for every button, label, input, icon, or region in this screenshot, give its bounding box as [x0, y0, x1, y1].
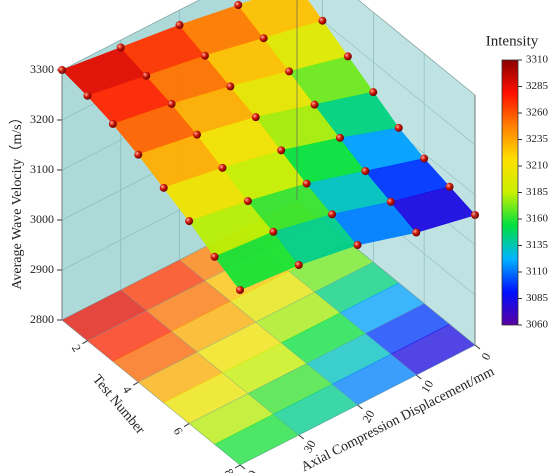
colorbar-tick-label: 3160: [526, 213, 549, 225]
data-point: [243, 197, 252, 206]
x-tick: [415, 374, 422, 380]
data-point: [302, 179, 311, 188]
colorbar-tick-label: 3310: [526, 54, 549, 66]
x-tick-label: 40: [242, 468, 260, 473]
data-point: [285, 67, 294, 76]
data-point: [412, 228, 421, 237]
colorbar-tick-label: 3285: [526, 80, 549, 92]
data-point: [420, 154, 429, 163]
x-tick: [298, 434, 305, 440]
data-point: [394, 123, 403, 132]
x-tick-label: 0: [478, 350, 493, 362]
data-point: [134, 150, 143, 159]
data-point: [234, 1, 243, 9]
data-point: [226, 82, 235, 91]
data-point: [343, 52, 352, 61]
colorbar-tick-label: 3085: [526, 292, 549, 304]
colorbar-tick-label: 3135: [526, 239, 549, 251]
data-point: [310, 100, 319, 109]
data-point: [116, 43, 125, 52]
data-point: [210, 252, 219, 261]
data-point: [108, 119, 117, 128]
colorbar-tick-label: 3260: [526, 107, 549, 119]
z-tick-label: 3200: [30, 112, 54, 126]
y-tick: [82, 340, 88, 345]
colorbar-tick-label: 3235: [526, 133, 549, 145]
x-tick: [357, 404, 363, 410]
data-point: [335, 133, 344, 142]
z-tick-label: 2900: [30, 262, 54, 276]
data-point: [185, 217, 194, 226]
colorbar: [501, 59, 519, 326]
y-tick-label: 4: [120, 383, 135, 395]
data-point: [318, 16, 327, 25]
colorbar-tick-label: 3110: [526, 266, 548, 278]
data-point: [167, 99, 176, 108]
data-point: [218, 163, 227, 172]
x-tick: [474, 344, 481, 350]
data-point: [159, 183, 168, 192]
data-point: [369, 88, 378, 97]
data-point: [175, 21, 184, 29]
y-tick: [183, 423, 190, 428]
data-point: [361, 167, 370, 176]
data-point: [277, 146, 286, 155]
y-tick: [133, 381, 139, 386]
y-tick-label: 6: [171, 425, 186, 437]
scene: 2800290030003100320033000102030402468: [30, 0, 493, 473]
z-tick-label: 3300: [30, 62, 54, 76]
data-point: [328, 210, 337, 219]
colorbar-tick-label: 3210: [526, 160, 549, 172]
data-point: [386, 197, 395, 206]
data-point: [193, 130, 202, 139]
y-tick-label: 8: [222, 466, 237, 473]
data-point: [83, 91, 92, 100]
data-point: [353, 241, 362, 249]
x-tick: [239, 464, 246, 470]
data-point: [294, 261, 303, 269]
colorbar-tick-label: 3185: [526, 186, 549, 198]
z-tick-label: 2800: [30, 312, 54, 326]
grid-line: [188, 53, 425, 424]
grid-line: [61, 0, 476, 96]
data-point: [251, 113, 260, 122]
data-point: [269, 227, 278, 236]
y-tick: [234, 464, 241, 469]
z-tick-label: 3000: [30, 212, 54, 226]
data-point: [236, 286, 244, 294]
data-point: [259, 34, 268, 43]
data-point: [200, 51, 209, 60]
data-point: [142, 71, 151, 80]
colorbar-title: Intensity: [486, 33, 539, 49]
colorbar-tick-label: 3060: [526, 319, 549, 331]
z-tick-label: 3100: [30, 162, 54, 176]
y-tick-label: 2: [69, 342, 84, 354]
data-point: [445, 182, 454, 191]
z-axis-label: Average Wave Velocity（m/s）: [9, 110, 25, 289]
